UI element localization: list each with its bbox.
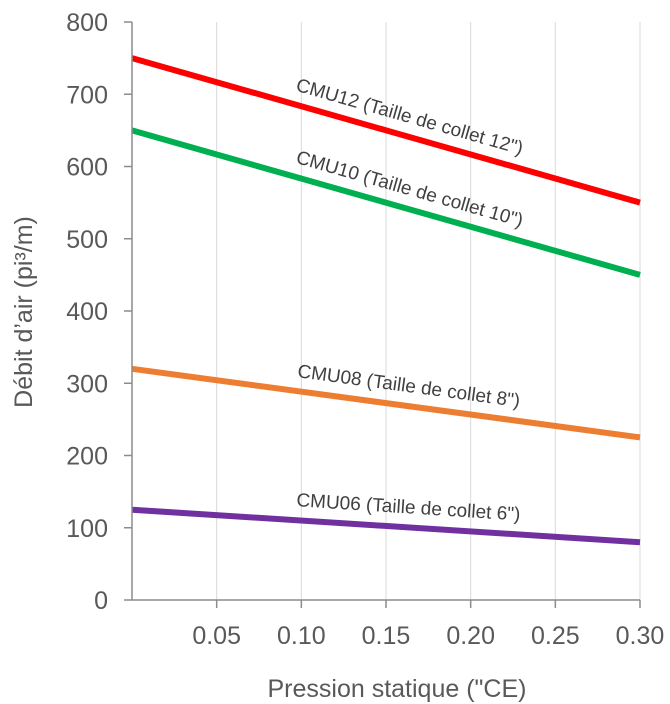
x-tick-label: 0.15: [362, 622, 411, 650]
series-lines: [131, 55, 641, 546]
y-tick-label: 100: [66, 515, 108, 543]
x-tick-label: 0.30: [616, 622, 665, 650]
y-tick-label: 400: [66, 298, 108, 326]
y-axis-title: Débit d’air (pi³/m): [10, 216, 38, 408]
x-tick-label: 0.25: [531, 622, 580, 650]
y-tick-label: 0: [94, 587, 108, 615]
x-axis-title: Pression statique ("CE): [268, 675, 527, 703]
series-line: [131, 506, 641, 546]
y-tick-label: 700: [66, 81, 108, 109]
y-tick-label: 600: [66, 154, 108, 182]
series-line: [131, 365, 641, 441]
series-label: CMU12 (Taille de collet 12"): [294, 75, 526, 159]
series-line: [131, 55, 641, 206]
x-axis-ticks: 0.05 0.10 0.15 0.20 0.25 0.30: [192, 600, 664, 650]
y-tick-label: 200: [66, 443, 108, 471]
vertical-gridlines: [216, 22, 641, 600]
y-tick-label: 500: [66, 226, 108, 254]
series-line: [131, 127, 641, 278]
x-tick-label: 0.10: [277, 622, 326, 650]
x-tick-label: 0.20: [446, 622, 495, 650]
x-tick-label: 0.05: [192, 622, 241, 650]
y-axis-ticks: 0 100 200 300 400 500 600 700 800: [66, 9, 132, 615]
y-tick-label: 800: [66, 9, 108, 37]
y-tick-label: 300: [66, 370, 108, 398]
series-labels: CMU12 (Taille de collet 12")CMU10 (Taill…: [294, 75, 526, 525]
